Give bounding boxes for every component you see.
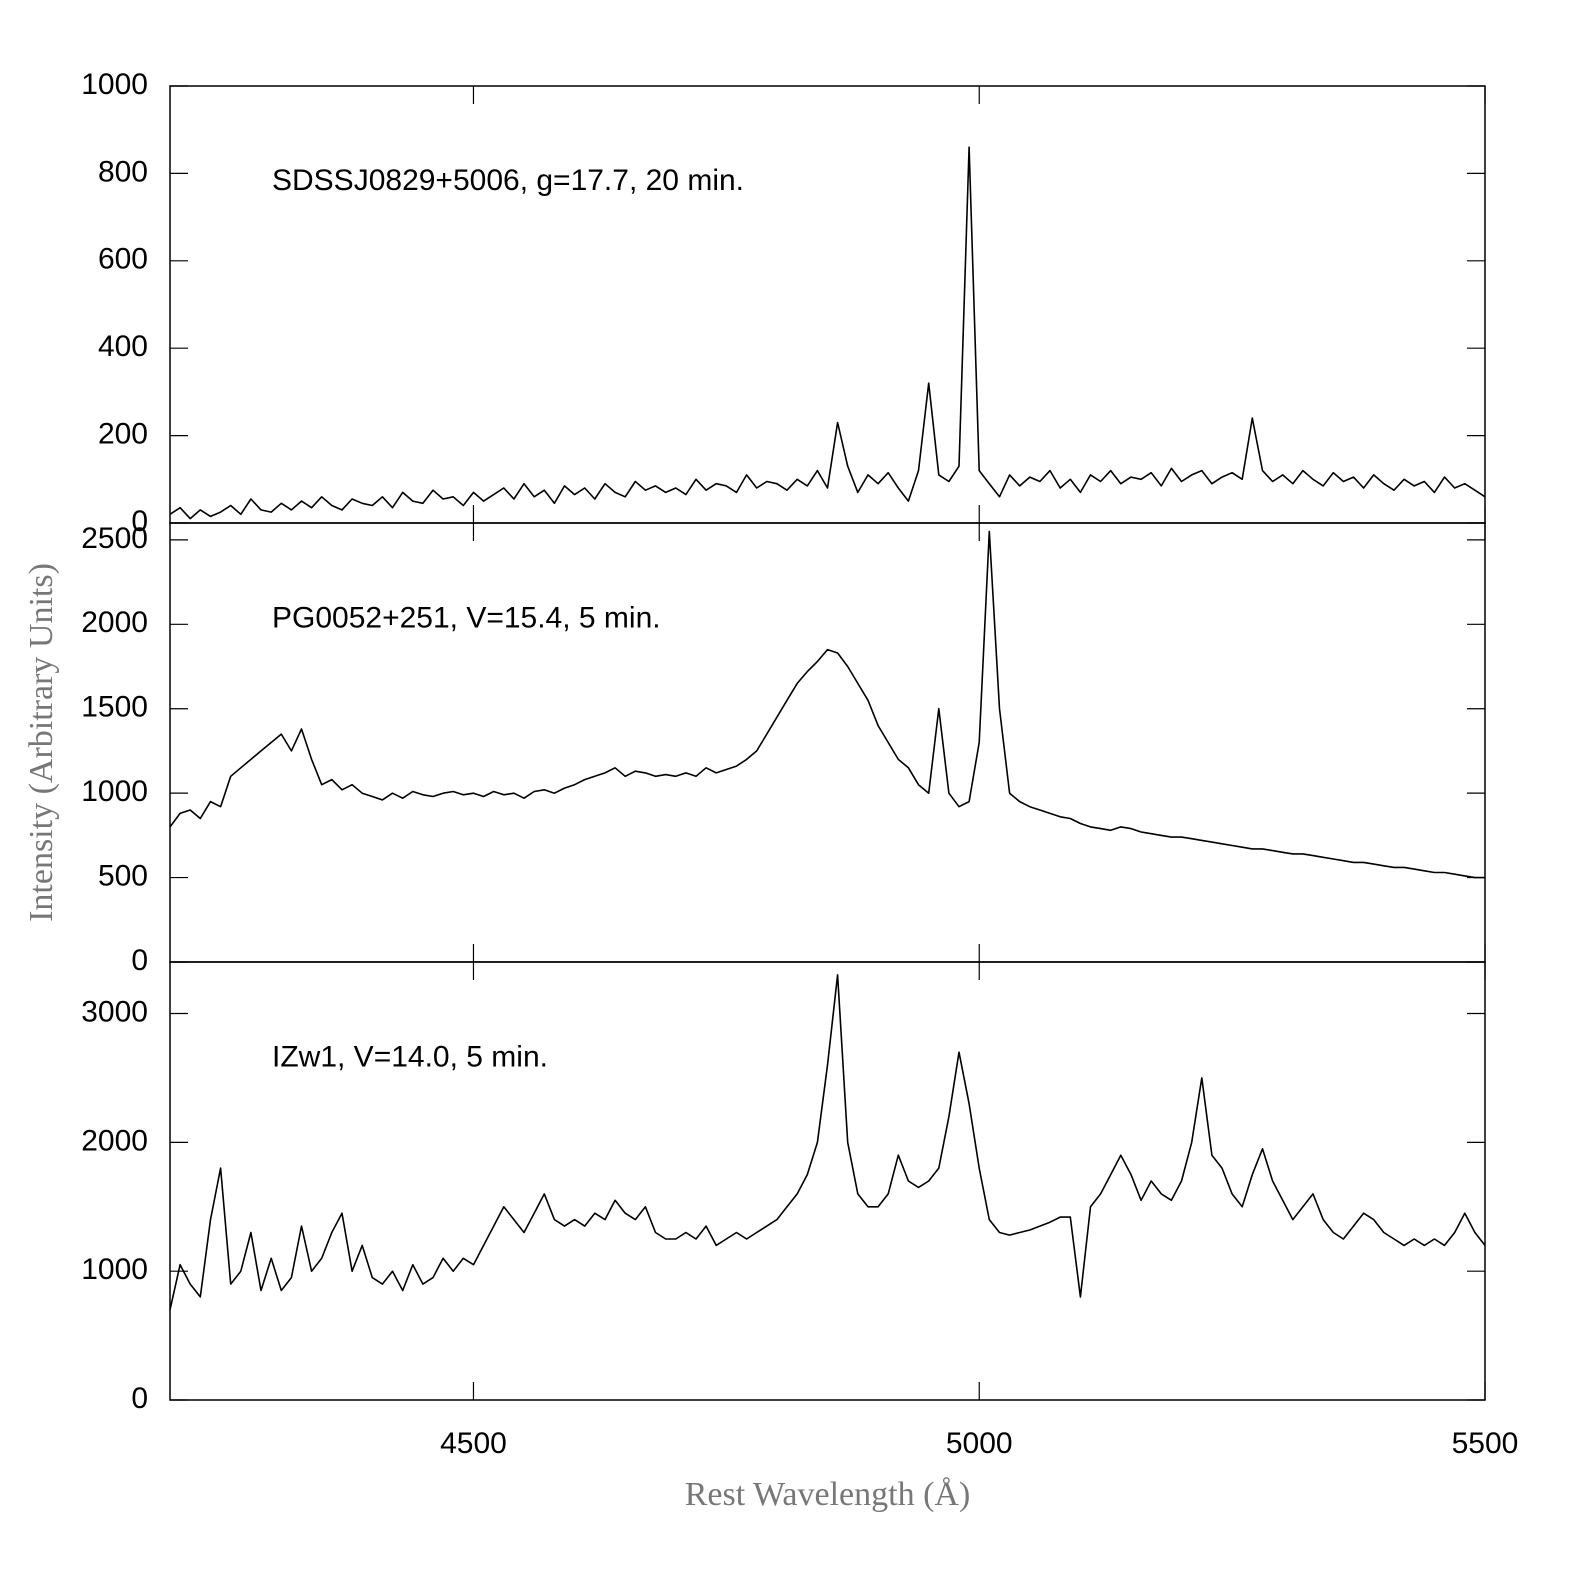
spectrum-line [169, 974, 1486, 1310]
y-tick-label: 0 [131, 1382, 148, 1415]
y-tick-label: 2000 [81, 606, 148, 639]
y-tick-label: 800 [98, 155, 148, 188]
y-tick-label: 1500 [81, 691, 148, 724]
y-tick-label: 600 [98, 243, 148, 276]
x-axis-label: Rest Wavelength (Å) [685, 1476, 971, 1513]
y-tick-label: 3000 [81, 995, 148, 1028]
y-tick-label: 0 [131, 505, 148, 538]
annotation: SDSSJ0829+5006, g=17.7, 20 min. [272, 164, 744, 197]
plot-frame [169, 961, 1486, 1401]
y-tick-label: 400 [98, 330, 148, 363]
y-tick-label: 1000 [81, 68, 148, 101]
y-tick-label: 500 [98, 859, 148, 892]
y-tick-label: 1000 [81, 1253, 148, 1286]
x-tick-label: 4500 [440, 1427, 507, 1460]
y-tick-label: 2500 [81, 522, 148, 555]
spectrum-line [169, 146, 1486, 520]
y-tick-label: 0 [131, 944, 148, 977]
y-tick-label: 200 [98, 418, 148, 451]
x-tick-label: 5000 [946, 1427, 1013, 1460]
x-tick-label: 5500 [1452, 1427, 1519, 1460]
annotation: PG0052+251, V=15.4, 5 min. [272, 602, 661, 635]
y-axis-label: Intensity (Arbitrary Units) [23, 563, 60, 922]
y-tick-label: 1000 [81, 775, 148, 808]
annotation: IZw1, V=14.0, 5 min. [272, 1040, 548, 1073]
spectrum-line [169, 530, 1485, 879]
y-tick-label: 2000 [81, 1124, 148, 1157]
